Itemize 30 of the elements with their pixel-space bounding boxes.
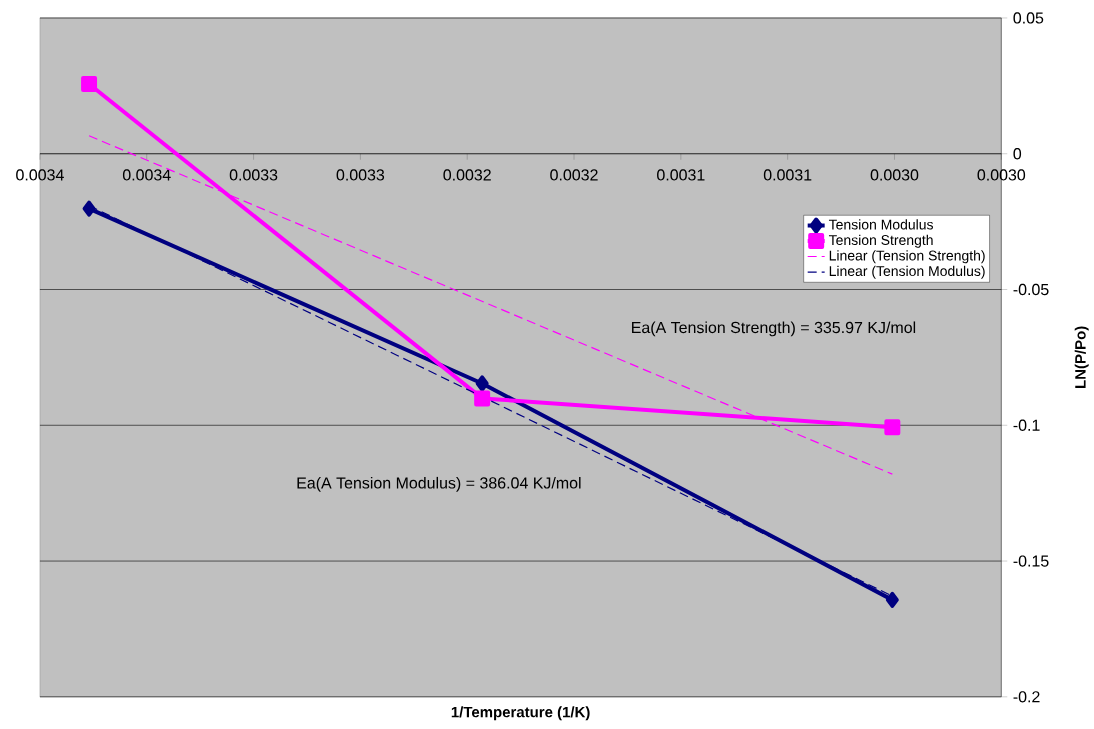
y-tick-label: 0.05 (1013, 12, 1044, 24)
x-tick-label: 0.0033 (336, 169, 385, 181)
x-tick-label: 0.0034 (122, 169, 171, 181)
y-tick-label: -0.2 (1013, 691, 1040, 703)
point (885, 592, 899, 608)
point (82, 200, 96, 217)
x-tick-label: 0.0031 (763, 169, 812, 181)
y-tick-label: -0.15 (1013, 555, 1049, 567)
y-tick-label: 0 (1013, 148, 1022, 160)
y-axis-title: LN(P/Po) (1074, 326, 1089, 389)
x-tick-label: 0.0034 (16, 169, 64, 181)
legend-label: Tension Strength (828, 234, 933, 248)
x-axis-title: 1/Temperature (1/K) (451, 706, 590, 721)
x-tick-label: 0.0031 (657, 169, 705, 181)
point (475, 375, 489, 392)
x-tick-label: 0.0030 (977, 169, 1026, 181)
legend-label: Linear (Tension Modulus) (829, 265, 985, 279)
legend-label: Linear (Tension Strength) (829, 250, 985, 264)
annotation: Ea(A Tension Strength) = 335.97 KJ/mol (632, 321, 916, 337)
x-tick-label: 0.0033 (229, 169, 278, 181)
y-tick-label: -0.1 (1013, 419, 1040, 432)
point (81, 76, 98, 93)
legend-label: Tension Modulus (828, 219, 934, 230)
x-tick-label: 0.0030 (870, 169, 919, 181)
point (474, 390, 491, 407)
annotation: Ea(A Tension Modulus) = 386.04 KJ/mol (297, 477, 581, 492)
x-tick-label: 0.0032 (443, 169, 491, 181)
y-tick-label: -0.05 (1013, 283, 1049, 296)
point (884, 419, 901, 436)
x-tick-label: 0.0032 (550, 169, 598, 181)
